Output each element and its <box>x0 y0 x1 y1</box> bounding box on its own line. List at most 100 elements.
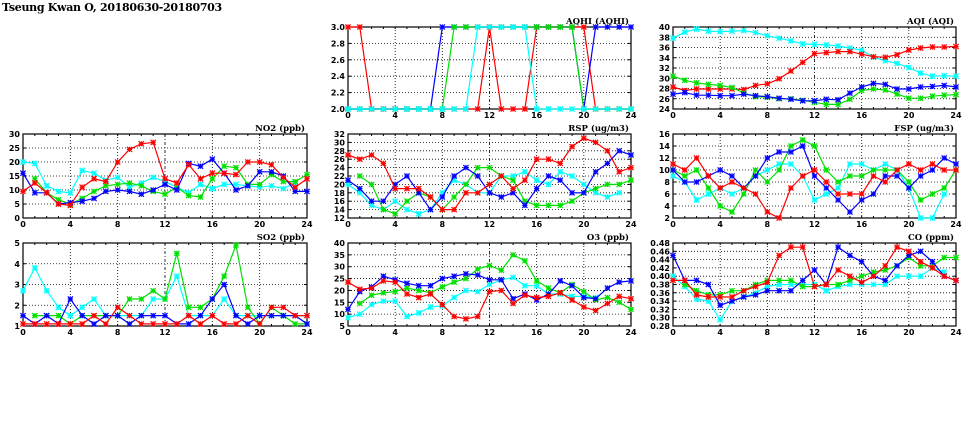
data-point <box>740 287 747 294</box>
data-point <box>846 96 853 103</box>
x-tick-label: 12 <box>484 328 495 337</box>
asterisk-marker <box>604 147 611 154</box>
y-tick-label: 16 <box>334 197 346 206</box>
y-tick-label: 2.0 <box>331 105 346 114</box>
y-tick-label: 40 <box>659 23 671 32</box>
asterisk-marker <box>415 294 422 301</box>
asterisk-marker <box>604 181 611 188</box>
data-point <box>604 193 611 201</box>
data-point <box>604 181 611 188</box>
data-point <box>356 185 363 192</box>
data-point <box>67 320 74 327</box>
asterisk-marker <box>870 166 877 174</box>
data-point <box>427 282 434 289</box>
data-point <box>43 287 50 294</box>
x-tick-label: 12 <box>809 111 820 120</box>
asterisk-marker <box>55 188 62 195</box>
data-point <box>344 181 352 188</box>
asterisk-marker <box>474 266 481 273</box>
asterisk-marker <box>776 95 783 102</box>
data-point <box>256 184 263 191</box>
data-point <box>356 105 363 113</box>
data-point <box>846 90 853 97</box>
data-point <box>929 93 936 100</box>
data-point <box>905 95 912 102</box>
data-point <box>823 41 830 48</box>
x-tick-label: 16 <box>856 328 868 337</box>
data-point <box>929 43 936 51</box>
x-tick-label: 20 <box>578 111 590 120</box>
data-point <box>533 105 540 113</box>
chart-title: NO2 (ppb) <box>255 123 305 134</box>
data-point <box>521 105 528 113</box>
data-point <box>669 277 677 284</box>
data-point <box>616 299 623 306</box>
asterisk-marker <box>823 49 830 56</box>
asterisk-marker <box>55 312 62 319</box>
asterisk-marker <box>392 198 399 205</box>
y-tick-label: 0.30 <box>650 314 670 323</box>
data-point <box>580 189 587 196</box>
data-point <box>717 82 724 89</box>
y-tick-label: 2.6 <box>331 56 346 65</box>
data-point <box>521 292 528 299</box>
y-tick-label: 20 <box>334 286 346 295</box>
asterisk-marker <box>929 93 936 100</box>
data-point <box>669 166 677 174</box>
data-point <box>846 190 853 198</box>
asterisk-marker <box>870 80 877 87</box>
chart-title: RSP (ug/m3) <box>568 123 629 134</box>
data-point <box>835 178 842 186</box>
asterisk-marker <box>764 93 771 100</box>
asterisk-marker <box>392 210 399 217</box>
asterisk-marker <box>521 168 528 175</box>
y-tick-label: 8 <box>664 178 670 187</box>
data-point <box>569 296 576 303</box>
asterisk-marker <box>569 282 576 289</box>
asterisk-marker <box>799 283 806 290</box>
asterisk-marker <box>232 186 240 194</box>
asterisk-marker <box>952 254 960 261</box>
asterisk-marker <box>557 168 564 175</box>
y-tick-label: 2 <box>664 214 670 223</box>
asterisk-marker <box>557 277 564 284</box>
series-green <box>356 251 635 313</box>
data-point <box>616 147 623 154</box>
asterisk-marker <box>356 185 363 192</box>
data-point <box>693 196 700 204</box>
data-point <box>592 185 599 192</box>
asterisk-marker <box>592 307 599 314</box>
asterisk-marker <box>917 214 924 222</box>
data-point <box>846 281 853 288</box>
asterisk-marker <box>799 244 806 251</box>
data-point <box>569 198 576 205</box>
data-point <box>533 177 540 184</box>
asterisk-marker <box>952 160 960 168</box>
data-point <box>138 182 145 189</box>
data-point <box>126 184 133 191</box>
asterisk-marker <box>858 279 865 286</box>
asterisk-marker <box>752 82 759 89</box>
asterisk-marker <box>846 48 853 55</box>
asterisk-marker <box>79 167 86 174</box>
data-point <box>882 166 889 174</box>
asterisk-marker <box>557 23 564 31</box>
asterisk-marker <box>811 166 818 174</box>
asterisk-marker <box>368 181 375 188</box>
asterisk-marker <box>580 294 587 301</box>
asterisk-marker <box>209 185 216 192</box>
asterisk-marker <box>752 92 759 99</box>
asterisk-marker <box>616 181 623 188</box>
data-point <box>173 250 180 257</box>
x-tick-label: 24 <box>950 220 962 229</box>
data-point <box>114 186 121 194</box>
asterisk-marker <box>728 172 735 180</box>
asterisk-marker <box>79 320 86 327</box>
asterisk-marker <box>764 208 771 216</box>
asterisk-marker <box>415 282 422 289</box>
data-point <box>917 70 924 77</box>
data-point <box>681 172 688 180</box>
asterisk-marker <box>811 196 818 204</box>
data-point <box>102 188 109 195</box>
